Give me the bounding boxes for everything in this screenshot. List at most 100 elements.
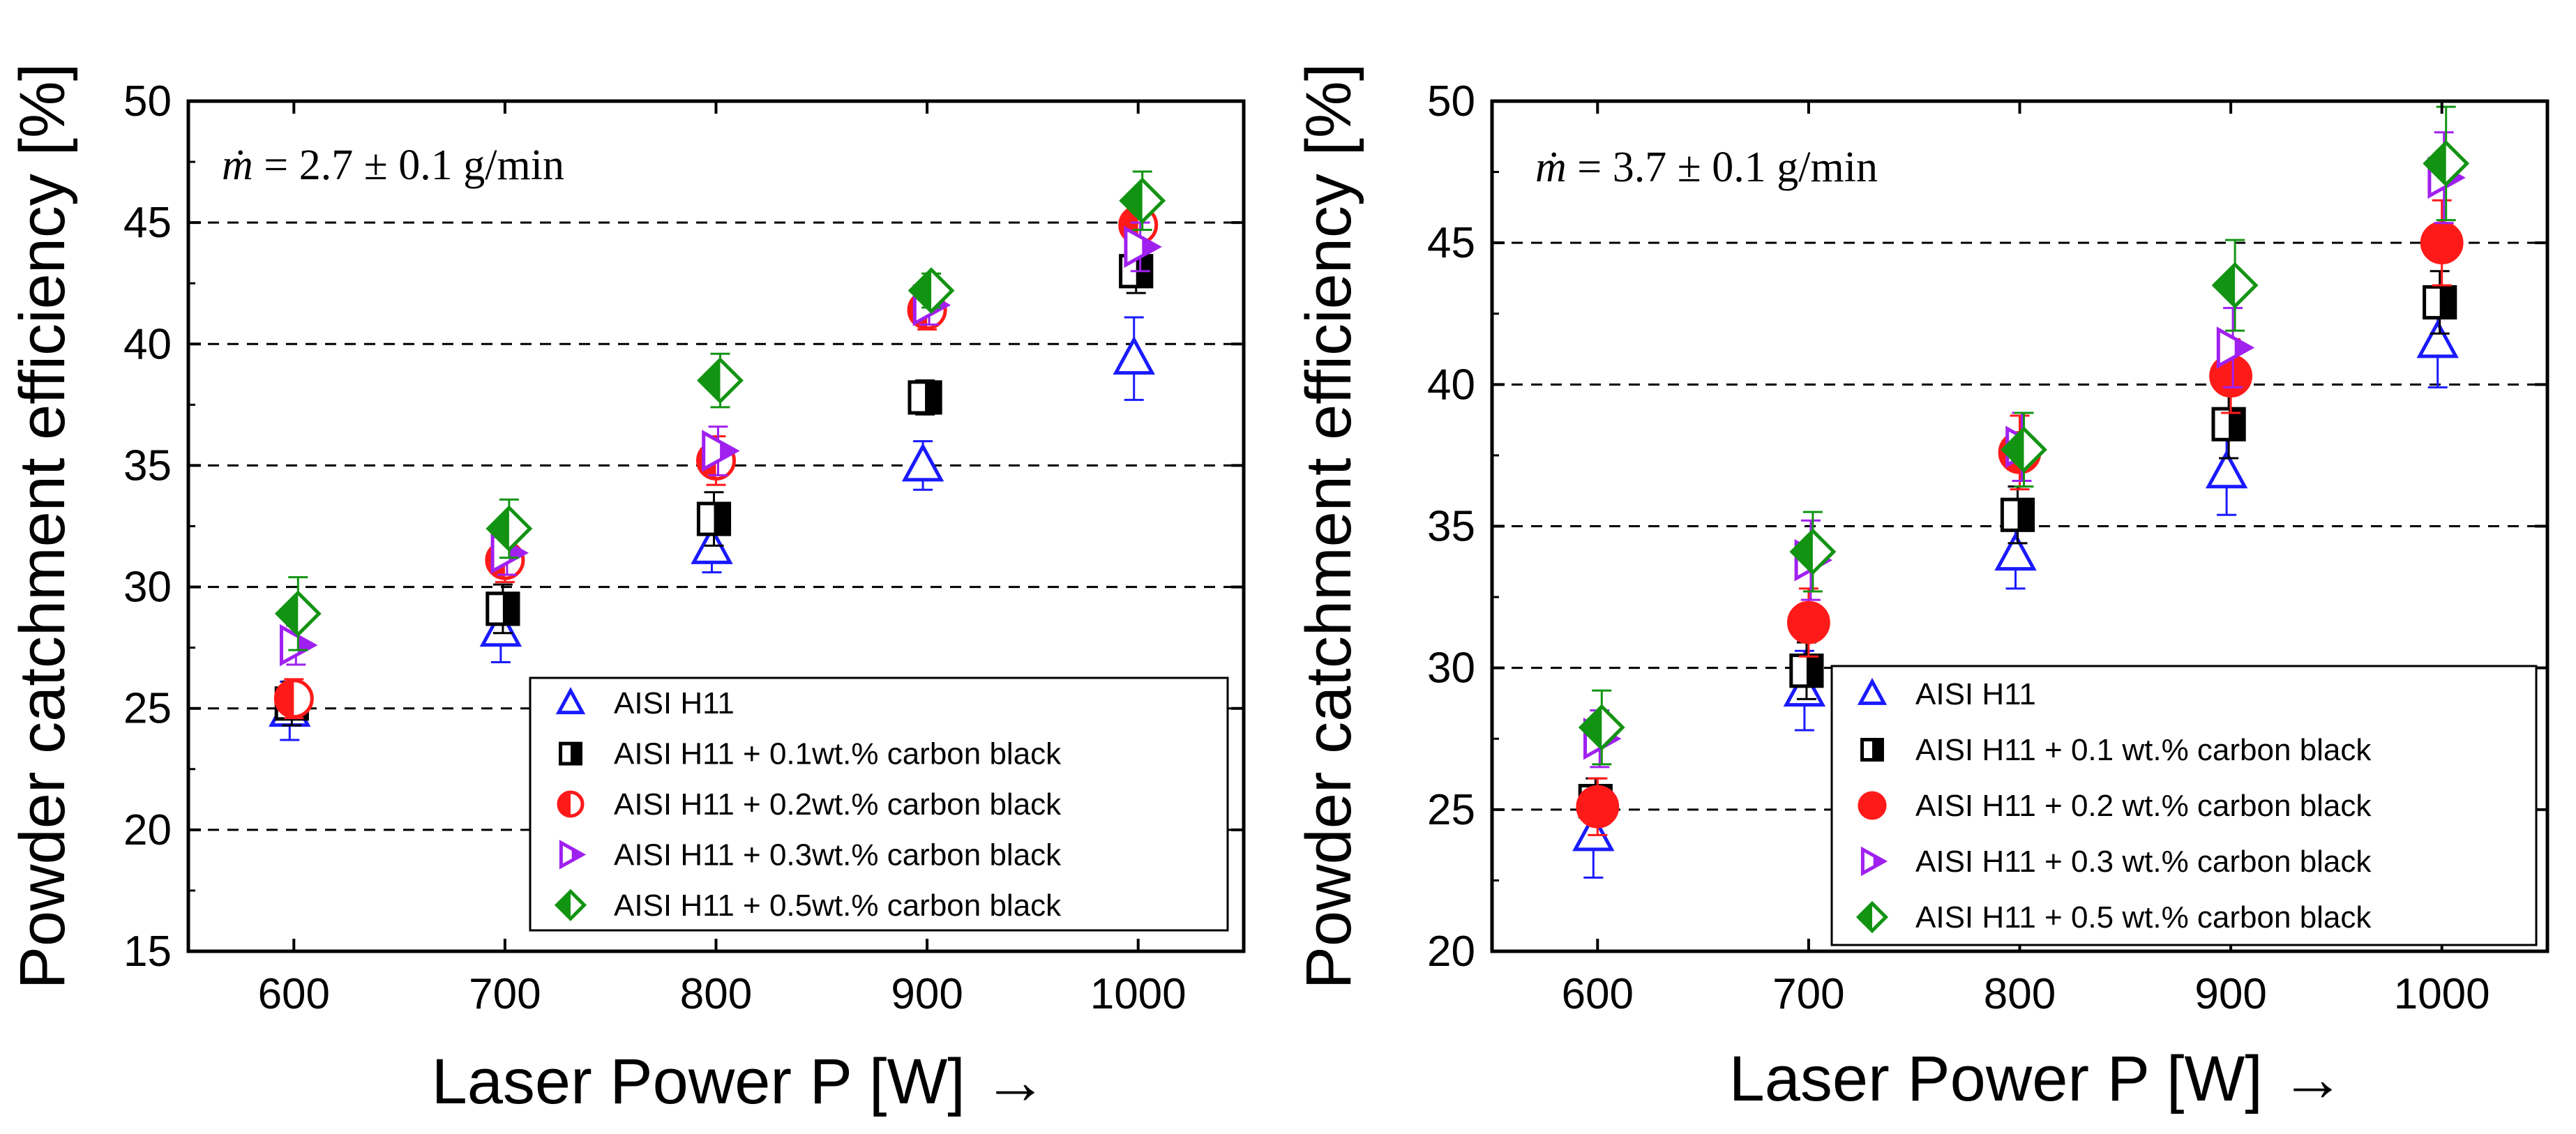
chart1-point-4-3 (2211, 262, 2259, 309)
chart0-point-4-3 (907, 267, 955, 315)
chart0-series-3 (280, 221, 1162, 667)
chart1-xtick-label-1: 700 (1772, 970, 1844, 1018)
chart1-series-0 (1572, 295, 2459, 879)
chart1-point-0-0 (1572, 812, 1615, 852)
chart1-series-1 (1578, 270, 2457, 825)
chart0-point-0-1 (479, 607, 522, 647)
chart0-point-3-4 (1124, 225, 1162, 269)
chart0-mass-flow-symbol: ṁ (222, 142, 253, 189)
chart0-ytick-label-3: 30 (123, 564, 172, 612)
chart0-y-axis-title: Powder catchment efficiency [%] (7, 63, 78, 990)
chart1-legend-label-2: AISI H11 + 0.2 wt.% carbon black (1915, 789, 2372, 823)
chart0-point-1-3 (907, 380, 942, 415)
chart1-legend-label-4: AISI H11 + 0.5 wt.% carbon black (1915, 900, 2372, 935)
chart0-legend-label-4: AISI H11 + 0.5wt.% carbon black (614, 889, 1062, 923)
chart1-point-0-4 (2416, 319, 2459, 358)
chart0-ytick-label-1: 20 (123, 806, 172, 854)
chart0-xtick-label-1: 700 (469, 970, 541, 1018)
chart1-legend-box (1830, 665, 2538, 946)
chart1-point-0-1 (1783, 667, 1826, 707)
chart1-legend: AISI H11 AISI H11 + 0.1 wt.% carbon black… (1830, 665, 2538, 946)
chart1-xtick-label-0: 600 (1562, 970, 1634, 1018)
chart1-legend-marker-0 (1857, 677, 1888, 705)
chart1-point-1-1 (1789, 653, 1824, 688)
chart1-ytick-label-0: 20 (1427, 928, 1475, 976)
chart0-legend-label-1: AISI H11 + 0.1wt.% carbon black (614, 737, 1062, 771)
chart0-point-4-4 (1119, 177, 1166, 225)
chart1-x-axis-title: Laser Power P [W] → (1729, 1043, 2345, 1114)
chart0-xtick-label-0: 600 (258, 970, 330, 1018)
chart1-point-2-1 (1787, 600, 1830, 644)
chart1-point-0-3 (2205, 449, 2248, 489)
chart1-point-3-3 (2216, 326, 2255, 369)
chart0-series-1 (274, 248, 1154, 727)
chart0-xtick-label-2: 800 (680, 970, 752, 1018)
chart0-legend-marker-1 (559, 741, 582, 766)
chart1-series-4 (1578, 105, 2470, 766)
chart1-point-2-4 (2420, 221, 2464, 265)
chart1-ytick-label-2: 30 (1427, 644, 1475, 693)
chart-panel-left: 15 20 25 30 35 40 45 50 600 700 800 900 1000 Laser Po… (7, 63, 1246, 1117)
chart0-ytick-label-2: 25 (123, 685, 172, 733)
chart1-mass-flow-symbol: ṁ (1535, 144, 1567, 191)
chart0-ytick-label-0: 15 (123, 928, 172, 976)
chart1-legend-marker-3 (1860, 846, 1888, 877)
chart1-xtick-label-2: 800 (1984, 970, 2056, 1018)
chart1-xtick-label-4: 1000 (2394, 970, 2490, 1018)
chart0-legend-label-2: AISI H11 + 0.2wt.% carbon black (614, 787, 1062, 822)
chart0-ytick-label-4: 35 (123, 441, 172, 490)
chart1-legend-marker-2 (1858, 791, 1887, 820)
chart1-legend-marker-4 (1855, 900, 1889, 934)
chart1-legend-label-0: AISI H11 (1915, 677, 2036, 711)
chart1-legend-label-3: AISI H11 + 0.3 wt.% carbon black (1915, 845, 2372, 879)
chart-panel-right: 20 25 30 35 40 45 50 600 700 800 900 1000 Laser Powe… (1288, 0, 2576, 1134)
chart1-point-4-0 (1578, 704, 1625, 751)
chart1-point-2-0 (1576, 785, 1620, 829)
chart1-point-1-3 (2211, 407, 2246, 441)
chart1-point-4-2 (2001, 426, 2047, 474)
chart0-point-0-3 (901, 442, 944, 482)
chart1-xtick-label-3: 900 (2194, 970, 2266, 1018)
chart1-point-4-1 (1789, 528, 1837, 575)
chart0-mass-flow-value: = 2.7 ± 0.1 g/min (253, 142, 564, 189)
chart-right-svg: 20 25 30 35 40 45 50 600 700 800 900 1000 Laser Powe… (1293, 63, 2549, 1114)
chart1-mass-flow-value: = 3.7 ± 0.1 g/min (1567, 144, 1878, 191)
chart0-point-4-0 (274, 590, 322, 637)
chart0-legend-label-3: AISI H11 + 0.3wt.% carbon black (614, 838, 1062, 872)
chart0-point-2-0 (273, 679, 314, 719)
chart1-legend-marker-1 (1860, 738, 1884, 762)
chart0-legend-marker-0 (555, 687, 586, 715)
chart1-point-4-4 (2423, 139, 2470, 187)
chart0-legend-marker-4 (554, 889, 587, 921)
chart0-point-1-1 (485, 591, 520, 626)
chart0-legend-box (529, 676, 1229, 932)
chart0-xtick-label-4: 1000 (1090, 970, 1187, 1018)
chart0-point-1-2 (696, 501, 732, 536)
chart0-series-4 (274, 170, 1166, 651)
chart0-point-4-2 (697, 357, 744, 404)
chart0-xtick-label-3: 900 (891, 970, 963, 1018)
chart0-point-0-4 (1113, 335, 1155, 375)
chart0-ytick-label-7: 50 (123, 77, 172, 126)
chart1-ytick-label-5: 45 (1427, 219, 1475, 267)
chart0-ytick-label-5: 40 (123, 320, 172, 368)
chart0-legend-marker-3 (559, 840, 587, 870)
chart0-legend: AISI H11 AISI H11 + 0.1wt.% carbon black A… (529, 676, 1229, 932)
chart1-point-1-2 (2000, 497, 2035, 532)
chart1-mass-flow-annotation: ṁ = 3.7 ± 0.1 g/min (1535, 144, 1878, 191)
chart0-ytick-label-6: 45 (123, 199, 172, 247)
chart0-x-axis-title: Laser Power P [W] → (432, 1046, 1048, 1117)
chart0-legend-label-0: AISI H11 (614, 686, 735, 720)
chart1-ytick-label-6: 50 (1427, 77, 1475, 126)
chart1-ytick-label-3: 35 (1427, 503, 1475, 551)
chart-left-svg: 15 20 25 30 35 40 45 50 600 700 800 900 1000 Laser Po… (7, 63, 1246, 1117)
chart1-ytick-label-4: 40 (1427, 361, 1475, 409)
chart0-point-4-1 (485, 505, 533, 552)
chart1-y-axis-title: Powder catchment efficiency [%] (1293, 63, 1364, 990)
chart0-legend-marker-2 (557, 790, 585, 818)
chart0-mass-flow-annotation: ṁ = 2.7 ± 0.1 g/min (222, 142, 564, 189)
chart1-legend-label-1: AISI H11 + 0.1 wt.% carbon black (1915, 733, 2372, 767)
chart1-point-0-2 (1994, 531, 2037, 571)
chart1-ytick-label-1: 25 (1427, 786, 1475, 834)
chart1-point-2-3 (2209, 354, 2252, 398)
